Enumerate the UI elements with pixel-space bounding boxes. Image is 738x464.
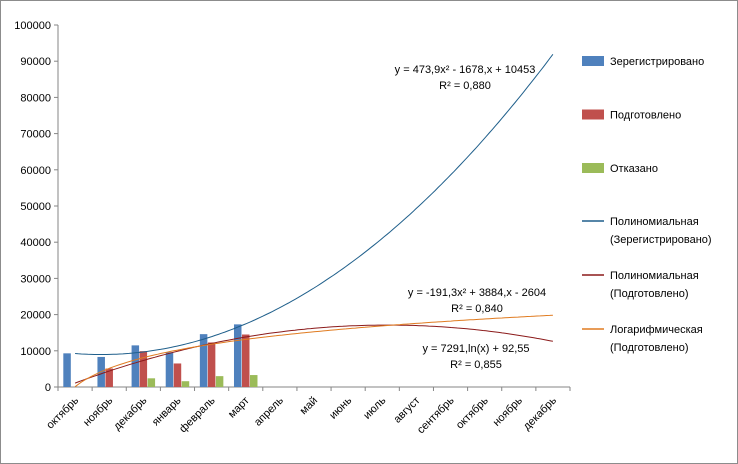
legend-swatch xyxy=(582,109,604,120)
legend-swatch xyxy=(582,56,604,66)
x-tick-label: октябрь xyxy=(44,394,81,431)
y-tick-label: 30000 xyxy=(20,273,51,285)
y-tick-label: 0 xyxy=(45,382,51,394)
y-tick-label: 10000 xyxy=(20,346,51,358)
legend-label: (Подготовлено) xyxy=(610,342,689,354)
bar xyxy=(147,378,156,387)
legend-label: Подготовлено xyxy=(610,110,681,122)
trendline xyxy=(74,324,553,384)
trend-equation: y = -191,3x² + 3884,x - 2604 xyxy=(408,287,546,299)
trend-equation: y = 473,9x² - 1678,x + 10453 xyxy=(395,64,536,76)
y-tick-label: 60000 xyxy=(20,165,51,177)
legend-label: (Подготовлено) xyxy=(610,288,689,300)
x-tick-label: декабрь xyxy=(521,394,559,432)
legend-label: Зерегистрировано xyxy=(610,56,704,68)
trend-r2: R² = 0,880 xyxy=(439,80,491,92)
bar xyxy=(249,375,258,387)
y-tick-label: 20000 xyxy=(20,310,51,322)
x-tick-label: сентябрь xyxy=(415,394,457,436)
bar xyxy=(139,351,148,387)
x-tick-label: ноябрь xyxy=(491,394,525,428)
legend-label: Отказано xyxy=(610,163,658,175)
legend-label: Полиномиальная xyxy=(610,216,699,228)
x-tick-label: апрель xyxy=(252,394,286,428)
trend-equation: y = 7291,ln(x) + 92,55 xyxy=(422,343,529,355)
bar xyxy=(63,353,71,387)
plot-area: 0 10000 20000 30000 40000 50000 60000 70000 8000… xyxy=(14,20,571,436)
x-tick-label: октябрь xyxy=(454,394,491,431)
x-tick-label: декабрь xyxy=(111,394,149,432)
x-tick-label: август xyxy=(391,395,422,426)
bar xyxy=(199,334,208,387)
x-tick-label: июнь xyxy=(327,394,354,421)
trend-r2: R² = 0,840 xyxy=(451,303,503,315)
x-tick-label: май xyxy=(298,395,321,418)
y-tick-label: 80000 xyxy=(20,92,51,104)
x-tick-label: февраль xyxy=(177,394,218,435)
bar xyxy=(181,381,190,387)
y-tick-label: 70000 xyxy=(20,129,51,141)
bar xyxy=(215,376,224,387)
trendline xyxy=(75,53,554,355)
legend-label: (Зерегистрировано) xyxy=(610,234,712,246)
bar xyxy=(105,368,113,387)
x-tick-label: март xyxy=(226,395,252,421)
bar xyxy=(233,324,242,387)
bar xyxy=(241,334,250,387)
bar xyxy=(207,342,216,387)
y-tick-label: 90000 xyxy=(20,56,51,68)
bar xyxy=(173,363,182,387)
legend-label: Логарифмическая xyxy=(610,324,703,336)
legend-label: Полиномиальная xyxy=(610,270,699,282)
trend-r2: R² = 0,855 xyxy=(450,359,502,371)
x-tick-label: январь xyxy=(150,394,184,428)
legend-swatch xyxy=(582,163,604,173)
bar xyxy=(165,352,174,387)
x-tick-label: июль xyxy=(361,394,388,421)
y-tick-label: 50000 xyxy=(20,201,51,213)
trendline xyxy=(74,314,553,388)
bar xyxy=(131,345,140,387)
legend: Зерегистрировано Подготовлено Отказано Поли… xyxy=(582,56,712,354)
y-tick-label: 40000 xyxy=(20,237,51,249)
y-tick-label: 100000 xyxy=(14,20,51,32)
x-tick-label: ноябрь xyxy=(81,394,115,428)
